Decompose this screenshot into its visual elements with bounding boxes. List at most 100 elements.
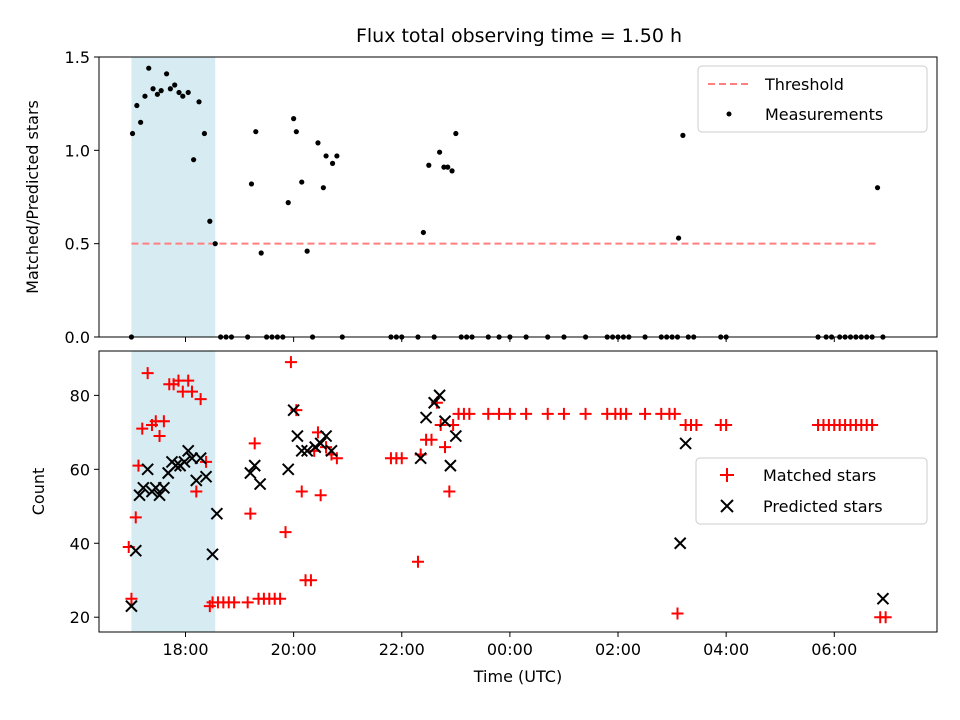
measurement-point: [258, 250, 264, 256]
measurement-point: [291, 116, 297, 122]
predicted-star-point: [325, 444, 338, 458]
matched-star-point: [279, 526, 292, 539]
predicted-star-point: [190, 474, 203, 487]
matched-star-point: [248, 437, 261, 450]
bottom-xtick-label: 22:00: [379, 640, 425, 659]
matched-star-point: [141, 367, 154, 380]
top-panel-ratio: 0.0 0.5 1.0 1.5 Matched/Predicted stars: [23, 48, 938, 347]
matched-star-point: [639, 407, 652, 420]
bottom-xlabel: Time (UTC): [473, 667, 562, 686]
measurement-point: [196, 99, 202, 105]
measurement-point: [129, 130, 136, 137]
matched-star-point: [671, 607, 684, 620]
predicted-star-point: [295, 444, 308, 458]
matched-star-point: [493, 407, 506, 420]
predicted-star-point: [438, 415, 452, 428]
legend-predicted-label: Predicted stars: [763, 497, 883, 516]
measurement-point: [154, 91, 160, 97]
measurement-point: [445, 164, 451, 170]
measurement-point: [191, 157, 197, 163]
measurement-point: [299, 179, 305, 185]
matched-star-point: [284, 356, 297, 369]
predicted-star-point: [419, 411, 433, 424]
matched-star-point: [395, 452, 408, 465]
measurement-point: [874, 185, 881, 191]
bottom-ytick-label: 80: [70, 386, 90, 405]
top-ylabel: Matched/Predicted stars: [23, 100, 42, 294]
bottom-xtick-label: 02:00: [595, 640, 641, 659]
matched-star-point: [425, 433, 438, 446]
predicted-star-point: [282, 463, 295, 476]
predicted-star-point: [444, 459, 457, 472]
bottom-ylabel: Count: [29, 468, 48, 516]
predicted-star-point: [291, 429, 304, 443]
predicted-star-point: [181, 444, 195, 458]
predicted-star-point: [199, 470, 213, 483]
top-legend: Threshold Measurements: [697, 65, 928, 133]
matched-star-point: [482, 407, 495, 420]
measurement-point: [449, 168, 455, 174]
predicted-star-point: [137, 481, 150, 495]
bottom-xtick-label: 18:00: [162, 640, 208, 659]
measurement-point: [167, 86, 173, 92]
predicted-star-point: [300, 444, 314, 458]
predicted-star-point: [129, 544, 142, 557]
measurement-legend-swatch: [726, 111, 732, 117]
bottom-xtick-label: 04:00: [703, 640, 749, 659]
matched-star-point: [668, 407, 681, 420]
matched-star-point: [439, 441, 452, 454]
predicted-star-point: [169, 459, 182, 472]
measurement-point: [441, 164, 447, 170]
matched-star-point: [557, 407, 570, 420]
matched-star-point: [125, 592, 138, 605]
matched-star-point: [304, 574, 317, 587]
matched-star-point: [190, 485, 203, 498]
predicted-star-point: [427, 396, 441, 409]
measurement-point: [180, 93, 186, 99]
bottom-ytick-label: 40: [70, 534, 90, 553]
measurement-point: [315, 140, 321, 146]
matched-star-point: [411, 555, 424, 568]
predicted-star-point: [673, 537, 687, 550]
matched-star-point: [157, 415, 170, 428]
bottom-xtick-label: 20:00: [271, 640, 317, 659]
measurement-point: [285, 200, 291, 206]
predicted-star-point: [414, 452, 427, 465]
matched-star-point: [314, 489, 327, 502]
predicted-star-point: [309, 440, 322, 454]
bottom-ytick-label: 20: [70, 608, 90, 627]
measurement-point: [293, 129, 299, 135]
matched-star-point: [185, 385, 198, 398]
predicted-star-point: [449, 429, 463, 443]
matched-star-point: [228, 596, 241, 609]
measurement-point: [420, 229, 426, 236]
top-ytick-label: 1.5: [65, 48, 90, 67]
bottom-panel-counts: 18:00 20:00 22:00 00:00 02:00 04:00 06:00 20 40 6…: [29, 350, 938, 686]
matched-star-point: [579, 407, 592, 420]
top-ytick-label: 0.0: [65, 328, 90, 347]
measurement-point: [680, 132, 686, 138]
matched-star-point: [136, 422, 149, 435]
predicted-star-point: [248, 459, 261, 472]
matched-star-point: [443, 485, 456, 498]
predicted-star-point: [876, 592, 890, 605]
matched-star-point: [244, 507, 257, 520]
measurement-point: [212, 241, 218, 247]
measurement-point: [248, 181, 255, 187]
measurement-point: [334, 153, 340, 159]
top-ytick-label: 1.0: [65, 141, 90, 160]
bottom-xtick-label: 06:00: [811, 640, 857, 659]
predicted-star-point: [287, 403, 300, 417]
matched-star-point: [879, 611, 892, 624]
figure-title: Flux total observing time = 1.50 h: [356, 25, 682, 47]
bottom-xtick-label: 00:00: [487, 640, 533, 659]
predicted-star-point: [178, 455, 191, 469]
bottom-legend-box: [695, 457, 928, 525]
measurement-point: [329, 160, 336, 166]
predicted-star-point: [206, 548, 219, 561]
predicted-star-point: [141, 463, 154, 476]
matched-star-point: [690, 418, 703, 431]
bottom-frame: [98, 350, 938, 633]
matched-star-point: [241, 596, 254, 609]
